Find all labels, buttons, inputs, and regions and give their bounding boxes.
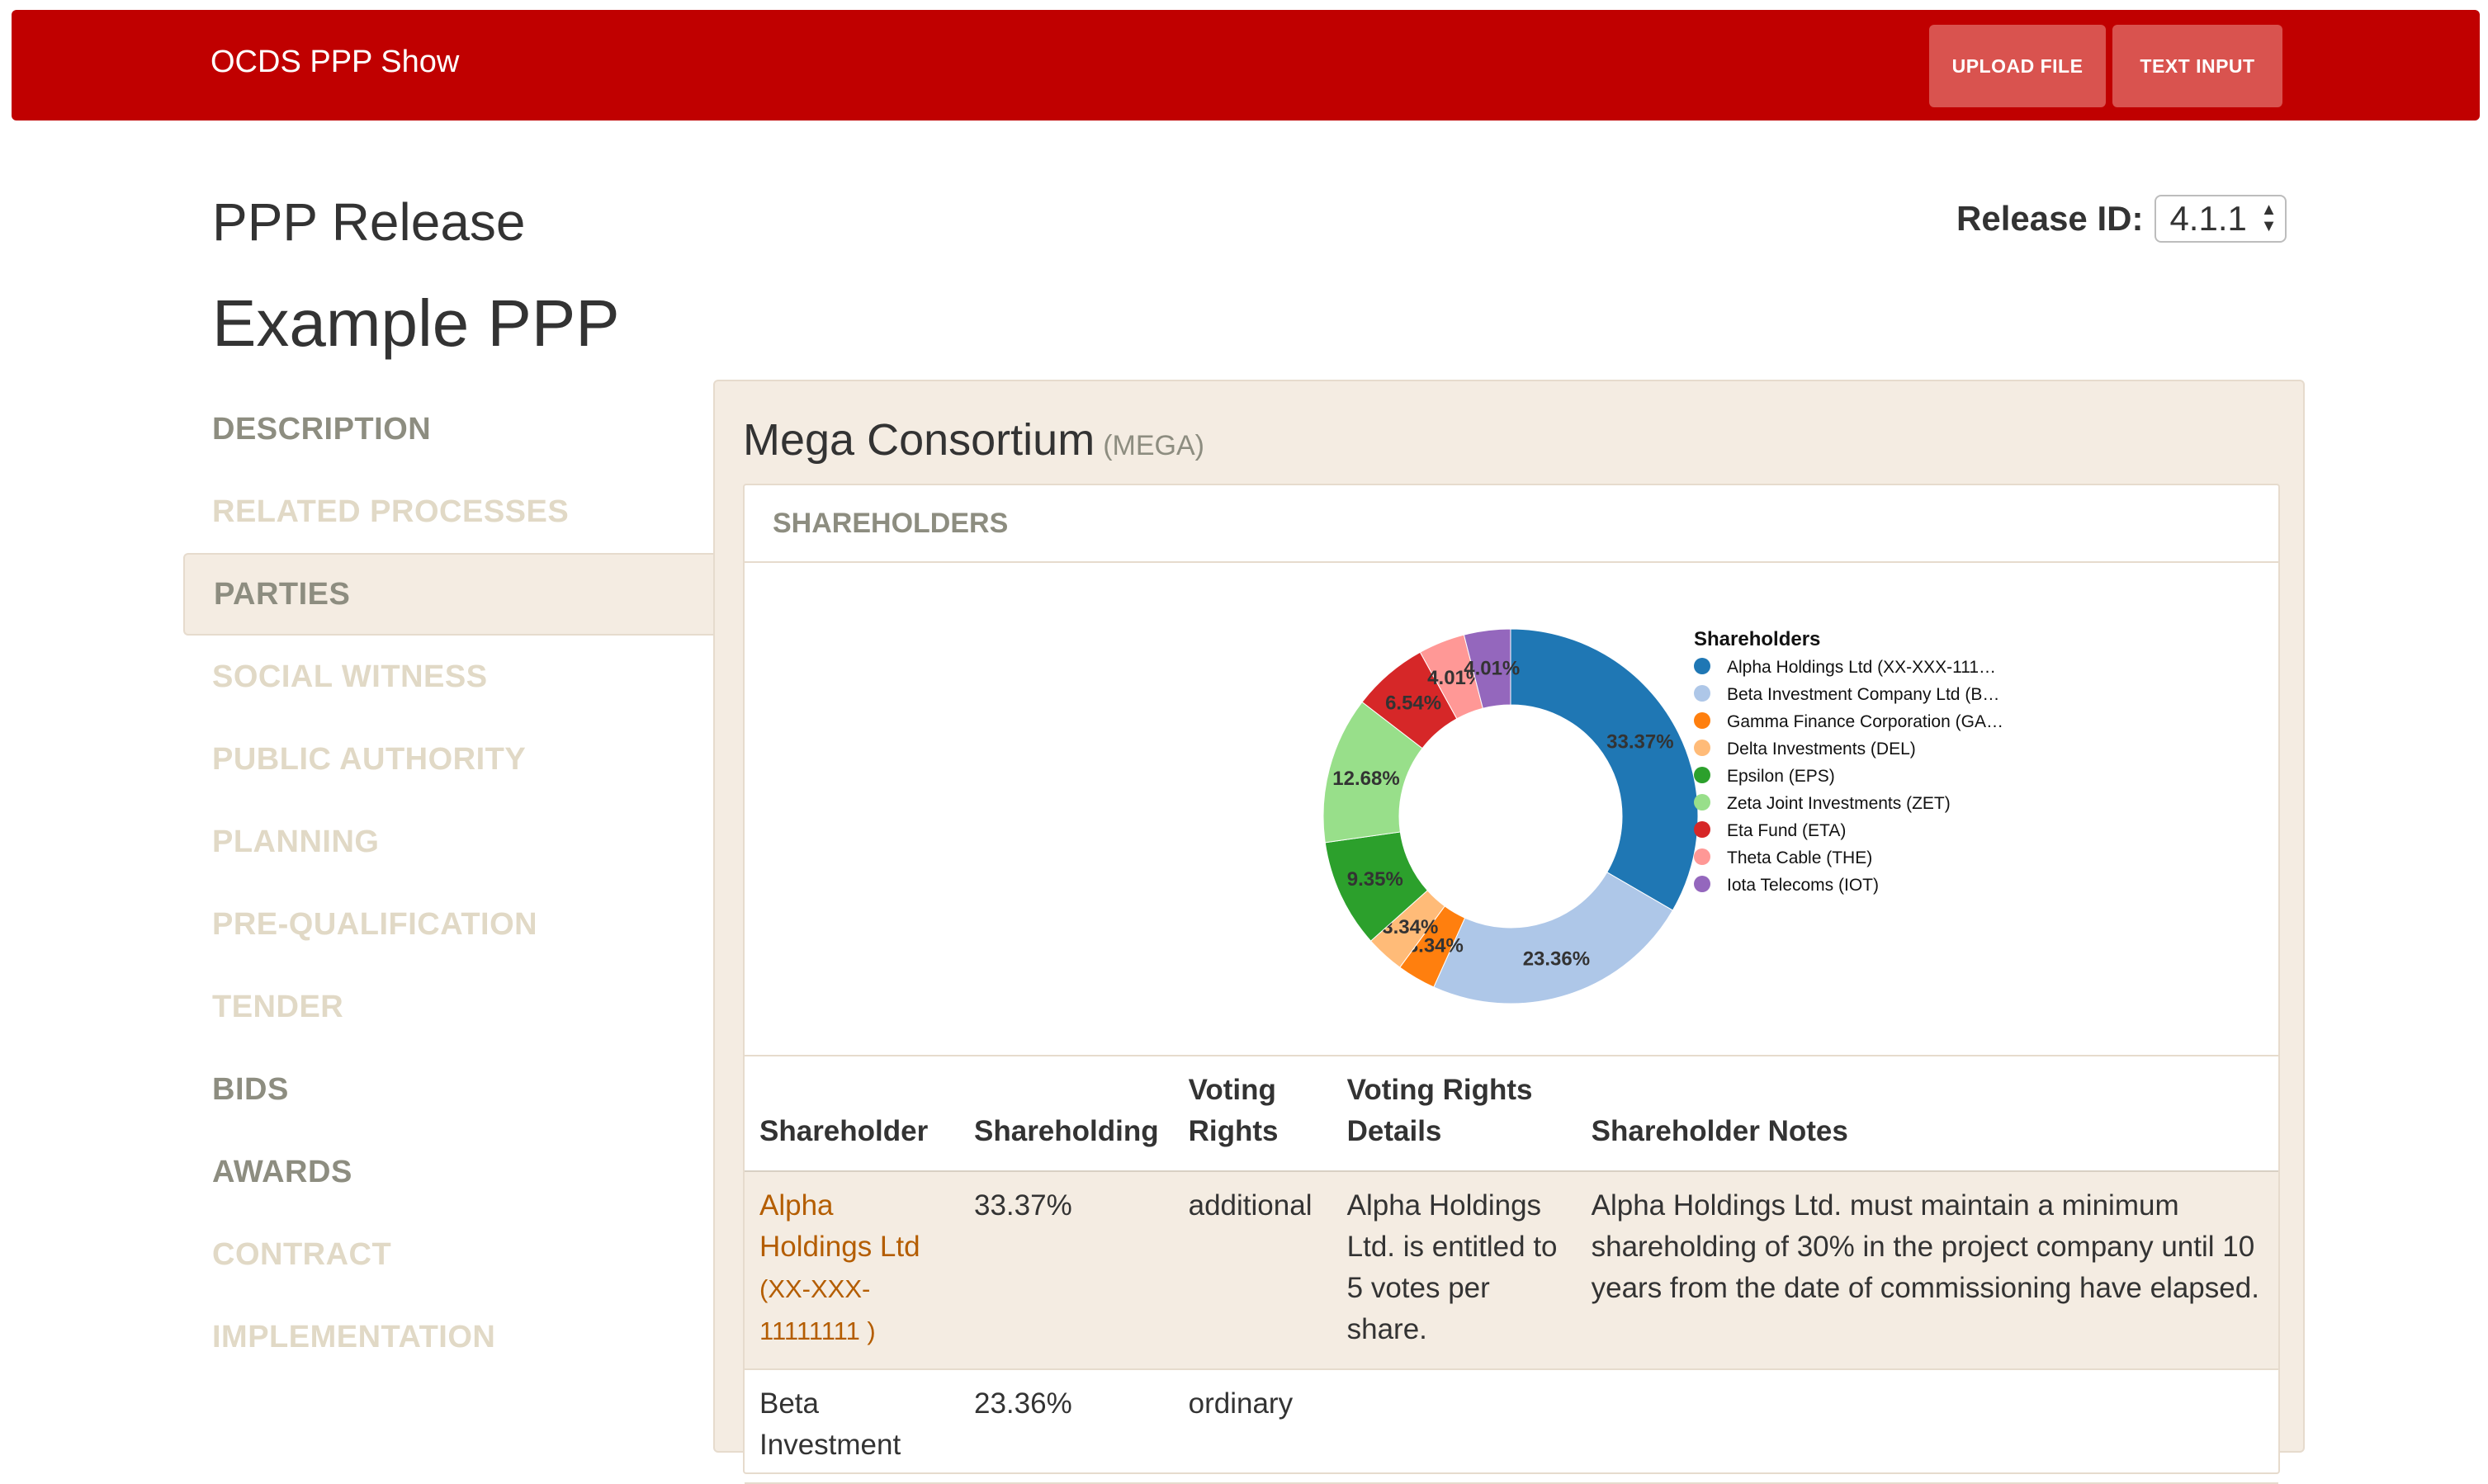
sidebar-item-pre-qualification[interactable]: PRE-QUALIFICATION xyxy=(212,906,538,942)
upload-file-button[interactable]: UPLOAD FILE xyxy=(1929,25,2106,107)
shareholder-notes-cell xyxy=(1576,1369,2278,1484)
legend-item-alpha-holdings-ltd[interactable]: Alpha Holdings Ltd (XX-XXX-111… xyxy=(1727,658,1996,677)
voting-rights-details-cell xyxy=(1332,1369,1577,1484)
shareholder-cell: Beta Investment xyxy=(745,1369,959,1484)
shareholders-panel: SHAREHOLDERS 33.37% 23.36% 3.34% 3.34% 9.35%… xyxy=(743,484,2280,1484)
donut-chart: 33.37%23.36%3.34%3.34%9.35%12.68%6.54%4.… xyxy=(1322,628,2003,1004)
legend-item-theta-cable[interactable]: Theta Cable (THE) xyxy=(1727,848,1872,867)
brand-title[interactable]: OCDS PPP Show xyxy=(210,45,460,79)
legend-swatch xyxy=(1694,685,1710,702)
page-title: Example PPP xyxy=(212,286,620,360)
shareholding-cell: 23.36% xyxy=(959,1369,1174,1484)
legend-swatch xyxy=(1694,767,1710,783)
shareholders-table: Shareholder Shareholding Voting Rights V… xyxy=(745,1055,2278,1484)
sidebar-nav: DESCRIPTION RELATED PROCESSES PARTIES SOCIA… xyxy=(183,388,713,1378)
shareholder-id[interactable]: (XX-XXX-11111111 ) xyxy=(759,1274,876,1345)
voting-rights-cell: additional xyxy=(1173,1171,1332,1370)
legend-item-gamma-finance-corporation[interactable]: Gamma Finance Corporation (GA… xyxy=(1727,712,2003,731)
legend-swatch xyxy=(1694,821,1710,838)
legend-item-eta-fund[interactable]: Eta Fund (ETA) xyxy=(1727,821,1846,840)
shareholders-heading: SHAREHOLDERS xyxy=(745,485,2278,563)
shareholders-chart: 33.37% 23.36% 3.34% 3.34% 9.35% 12.68% 6.54% 4.… xyxy=(745,563,2278,1055)
release-id-select[interactable]: 4.1.1 ▲ ▼ xyxy=(2155,195,2287,243)
legend-swatch xyxy=(1694,658,1710,674)
release-selector: Release ID: 4.1.1 ▲ ▼ xyxy=(1956,195,2287,243)
table-header-row: Shareholder Shareholding Voting Rights V… xyxy=(745,1055,2278,1172)
legend-item-delta-investments[interactable]: Delta Investments (DEL) xyxy=(1727,740,1916,759)
top-navbar: OCDS PPP Show UPLOAD FILE TEXT INPUT xyxy=(12,10,2480,121)
pie-slice-alpha-holdings-ltd[interactable] xyxy=(1510,628,1699,911)
legend-item-epsilon[interactable]: Epsilon (EPS) xyxy=(1727,767,1835,786)
pie-slice-iota-telecoms[interactable] xyxy=(1463,628,1511,709)
pie-slice-beta-investment-company-ltd[interactable] xyxy=(1433,872,1674,1004)
party-abbr: (MEGA) xyxy=(1103,430,1204,461)
party-title: Mega Consortium (MEGA) xyxy=(743,414,1204,466)
slice-value-label: 12.68% xyxy=(1332,768,1399,790)
slice-value-label: 4.01% xyxy=(1464,657,1520,679)
select-arrows-icon: ▲ ▼ xyxy=(2260,201,2278,235)
col-header-shareholding: Shareholding xyxy=(959,1055,1174,1172)
sidebar-item-contract[interactable]: CONTRACT xyxy=(212,1236,392,1272)
legend-item-iota-telecoms[interactable]: Iota Telecoms (IOT) xyxy=(1727,876,1879,895)
sidebar-item-description[interactable]: DESCRIPTION xyxy=(212,411,432,447)
release-id-label: Release ID: xyxy=(1956,199,2144,238)
slice-value-label: 9.35% xyxy=(1347,868,1403,891)
legend-item-zeta-joint-investments[interactable]: Zeta Joint Investments (ZET) xyxy=(1727,794,1951,813)
voting-rights-cell: ordinary xyxy=(1173,1369,1332,1484)
col-header-voting-rights-details: Voting Rights Details xyxy=(1332,1055,1577,1172)
voting-rights-details-cell: Alpha Holdings Ltd. is entitled to 5 vot… xyxy=(1332,1171,1577,1370)
legend-swatch xyxy=(1694,876,1710,892)
shareholder-link[interactable]: Alpha Holdings Ltd xyxy=(759,1189,920,1263)
legend-swatch xyxy=(1694,740,1710,756)
legend-item-beta-investment-company-ltd[interactable]: Beta Investment Company Ltd (B… xyxy=(1727,685,1999,704)
table-row: Alpha Holdings Ltd (XX-XXX-11111111 ) 33… xyxy=(745,1171,2278,1370)
slice-value-label: 23.36% xyxy=(1523,948,1590,970)
shareholder-cell: Alpha Holdings Ltd (XX-XXX-11111111 ) xyxy=(745,1171,959,1370)
table-row: Beta Investment 23.36% ordinary xyxy=(745,1369,2278,1484)
party-name: Mega Consortium xyxy=(743,415,1095,465)
shareholding-cell: 33.37% xyxy=(959,1171,1174,1370)
text-input-button[interactable]: TEXT INPUT xyxy=(2112,25,2282,107)
slice-value-label: 33.37% xyxy=(1606,731,1673,754)
legend-swatch xyxy=(1694,794,1710,811)
sidebar-item-bids[interactable]: BIDS xyxy=(212,1071,289,1107)
legend-swatch xyxy=(1694,848,1710,865)
sidebar-item-tender[interactable]: TENDER xyxy=(212,989,344,1024)
col-header-voting-rights: Voting Rights xyxy=(1173,1055,1332,1172)
col-header-shareholder-notes: Shareholder Notes xyxy=(1576,1055,2278,1172)
sidebar-item-public-authority[interactable]: PUBLIC AUTHORITY xyxy=(212,741,527,777)
legend-swatch xyxy=(1694,712,1710,729)
sidebar-item-planning[interactable]: PLANNING xyxy=(212,824,380,859)
legend-title: Shareholders xyxy=(1694,628,1820,650)
col-header-shareholder: Shareholder xyxy=(745,1055,959,1172)
shareholder-notes-cell: Alpha Holdings Ltd. must maintain a mini… xyxy=(1576,1171,2278,1370)
sidebar-item-implementation[interactable]: IMPLEMENTATION xyxy=(212,1319,496,1354)
page-subtitle: PPP Release xyxy=(212,192,526,252)
party-content-panel: Mega Consortium (MEGA) SHAREHOLDERS 33.37… xyxy=(713,380,2305,1484)
sidebar-item-awards[interactable]: AWARDS xyxy=(212,1154,352,1189)
sidebar-item-related-processes[interactable]: RELATED PROCESSES xyxy=(212,494,570,529)
sidebar-item-parties[interactable]: PARTIES xyxy=(183,553,713,636)
release-id-value: 4.1.1 xyxy=(2169,199,2247,238)
slice-value-label: 6.54% xyxy=(1385,692,1441,715)
sidebar-item-social-witness[interactable]: SOCIAL WITNESS xyxy=(212,659,488,694)
